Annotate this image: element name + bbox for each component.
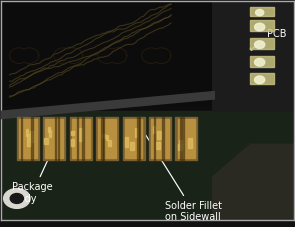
Bar [102,134,105,138]
Bar [153,126,155,133]
Bar [45,119,63,158]
Bar [157,131,161,139]
Bar [98,119,116,158]
Bar [48,127,50,132]
Bar [156,142,160,149]
Bar [108,140,111,146]
Polygon shape [212,143,294,220]
Bar [1,111,294,220]
Bar [82,117,83,160]
Bar [27,134,31,146]
Bar [182,117,183,160]
Bar [101,117,103,160]
Bar [32,117,33,160]
Bar [154,117,155,160]
Bar [79,128,81,141]
Bar [179,141,182,148]
Bar [180,117,181,160]
Bar [178,119,195,158]
Bar [125,119,142,158]
Circle shape [255,41,265,49]
Bar [43,117,65,160]
Text: PCB: PCB [250,29,287,50]
Circle shape [255,76,265,84]
Bar [77,117,78,160]
Bar [149,117,171,160]
Bar [250,20,274,32]
Bar [19,119,37,158]
Bar [45,138,48,144]
Bar [212,1,294,111]
Bar [72,119,89,158]
Bar [178,144,182,150]
Bar [103,117,104,160]
Bar [135,128,137,137]
Bar [125,137,128,147]
Bar [188,138,192,148]
Bar [96,117,118,160]
Circle shape [255,23,265,31]
Circle shape [255,58,265,66]
Circle shape [10,194,23,203]
Circle shape [255,10,264,16]
Bar [250,38,274,49]
Bar [130,142,134,150]
Bar [176,117,197,160]
Bar [250,56,274,67]
Bar [106,135,108,140]
Bar [21,117,22,160]
Bar [137,117,139,160]
Circle shape [4,189,30,208]
Bar [55,117,56,160]
Bar [71,139,74,146]
Polygon shape [1,91,215,119]
Bar [250,7,274,16]
Bar [151,119,169,158]
Bar [71,131,74,136]
Bar [250,73,274,84]
Bar [139,117,140,160]
Bar [49,130,51,137]
Bar [70,117,92,160]
Bar [58,117,59,160]
Bar [30,131,33,142]
Bar [17,117,39,160]
Text: Solder Fillet
on Sidewall: Solder Fillet on Sidewall [140,127,222,222]
Text: Package
Body: Package Body [12,131,62,204]
Bar [26,129,27,136]
Bar [162,117,164,160]
Polygon shape [1,1,212,106]
Bar [122,117,145,160]
